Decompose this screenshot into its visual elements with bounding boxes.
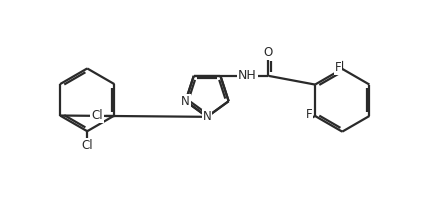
- Text: O: O: [264, 46, 273, 59]
- Text: Cl: Cl: [82, 139, 93, 152]
- Text: N: N: [181, 95, 190, 108]
- Text: F: F: [334, 61, 341, 74]
- Text: NH: NH: [238, 69, 257, 82]
- Text: N: N: [203, 110, 211, 123]
- Text: Cl: Cl: [91, 109, 103, 122]
- Text: F: F: [306, 108, 313, 121]
